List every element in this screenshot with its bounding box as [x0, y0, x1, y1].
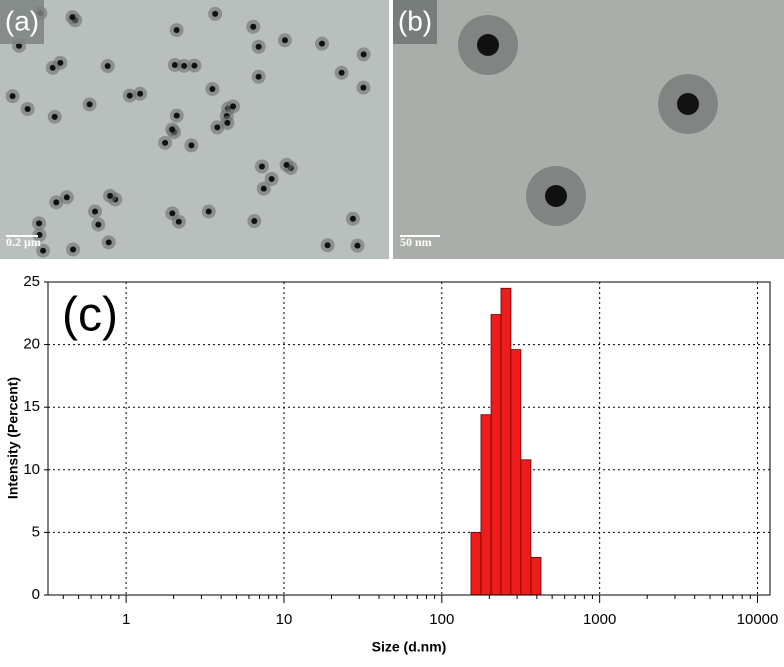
bar	[490, 314, 502, 596]
bar	[510, 349, 522, 596]
particle	[69, 14, 76, 21]
particle	[212, 10, 219, 17]
particle	[268, 175, 275, 182]
scale-bar-label: 50 nm	[400, 235, 432, 249]
particle	[51, 113, 58, 120]
bar	[500, 287, 512, 596]
x-tick-label: 1000	[583, 611, 616, 628]
particle	[281, 37, 288, 44]
particle	[205, 208, 212, 215]
particle	[181, 62, 188, 69]
y-tick-label: 10	[23, 461, 40, 478]
particle	[57, 59, 64, 66]
y-axis-label: Intensity (Percent)	[5, 377, 21, 499]
particle	[360, 51, 367, 58]
particle	[92, 208, 99, 215]
particle	[214, 124, 221, 131]
x-tick-label: 1	[122, 611, 130, 628]
particle	[545, 185, 567, 207]
particle	[95, 221, 102, 228]
particle	[258, 163, 265, 170]
scale-bar-label: 0.2 µm	[6, 235, 41, 249]
particle	[318, 40, 325, 47]
particle	[477, 34, 499, 56]
particle	[260, 185, 267, 192]
particle	[188, 142, 195, 149]
label-box	[0, 0, 44, 44]
x-tick-label: 100	[429, 611, 454, 628]
particle	[230, 103, 237, 110]
particle	[86, 101, 93, 108]
y-tick-label: 25	[23, 273, 40, 290]
particle	[283, 161, 290, 168]
particle	[24, 106, 31, 113]
label-box	[393, 0, 437, 44]
y-tick-label: 20	[23, 336, 40, 353]
tem-image-a	[0, 0, 389, 259]
particle	[191, 62, 198, 69]
bar	[470, 532, 482, 596]
particle	[169, 126, 176, 133]
particle	[251, 218, 258, 225]
bar	[480, 414, 492, 596]
particle	[173, 27, 180, 34]
particle	[677, 93, 699, 115]
particle	[53, 199, 60, 206]
bar	[520, 459, 532, 596]
particle	[137, 90, 144, 97]
particle	[9, 93, 16, 100]
bar	[530, 557, 542, 596]
particle	[104, 62, 111, 69]
particle	[354, 242, 361, 249]
particle	[175, 218, 182, 225]
particle	[171, 61, 178, 68]
particle	[224, 119, 231, 126]
x-axis-label: Size (d.nm)	[372, 639, 447, 655]
particle	[349, 215, 356, 222]
x-tick-label: 10000	[737, 611, 779, 628]
particle	[360, 84, 367, 91]
particle	[324, 242, 331, 249]
x-tick-label: 10	[276, 611, 293, 628]
particle	[16, 42, 23, 49]
particle	[209, 85, 216, 92]
particle	[255, 43, 262, 50]
tem-image-b	[393, 0, 784, 259]
particle	[250, 23, 257, 30]
panel-label: (b)	[398, 5, 432, 36]
particle	[126, 92, 133, 99]
plot-frame	[47, 281, 771, 596]
particle	[36, 220, 43, 227]
particle	[107, 192, 114, 199]
particle	[173, 112, 180, 119]
particle	[40, 247, 47, 254]
particle	[338, 69, 345, 76]
y-tick-label: 15	[23, 398, 40, 415]
y-tick-label: 0	[32, 586, 40, 603]
particle	[63, 194, 70, 201]
panel-label: (a)	[5, 5, 39, 36]
y-tick-label: 5	[32, 523, 40, 540]
particle	[255, 73, 262, 80]
particle	[70, 246, 77, 253]
particle	[169, 210, 176, 217]
particle	[162, 139, 169, 146]
particle	[105, 239, 112, 246]
panel-label: (c)	[62, 289, 118, 342]
